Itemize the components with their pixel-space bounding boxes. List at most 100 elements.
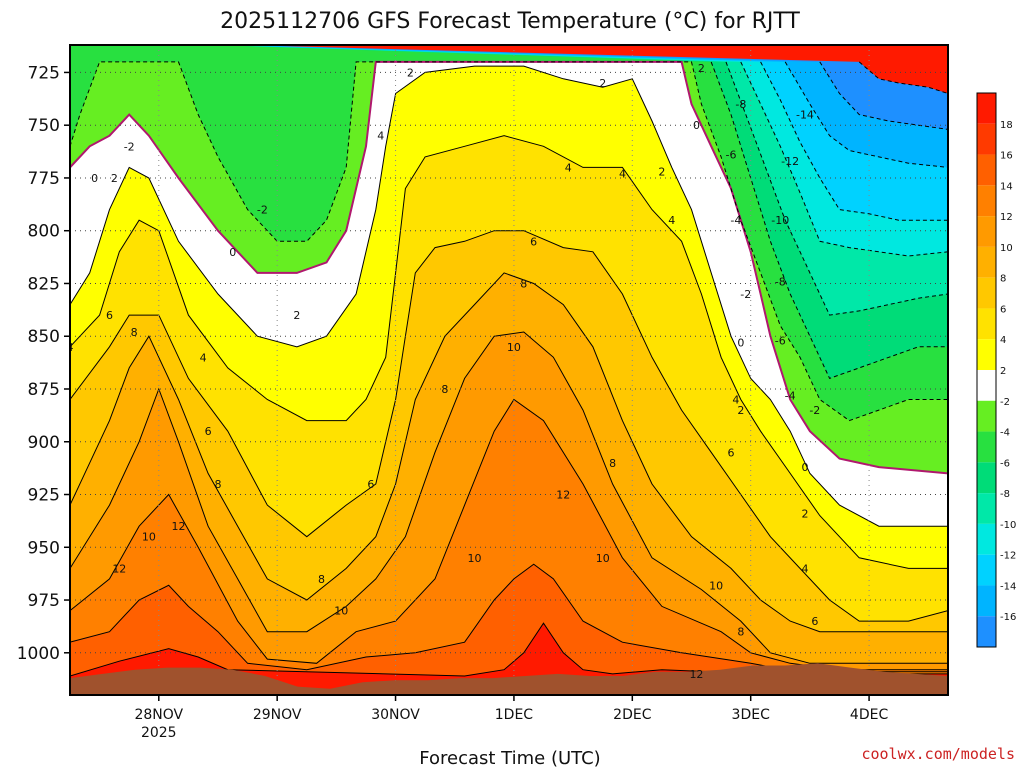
contour-label: 6 (727, 446, 734, 459)
y-tick-label: 1000 (17, 644, 60, 664)
y-tick-label: 725 (28, 63, 60, 83)
contour-line-10 (70, 331, 948, 664)
colorbar-tick-label: 16 (1000, 151, 1013, 162)
contour-label: 6 (811, 615, 818, 628)
y-tick-label: 850 (28, 327, 60, 347)
y-tick-label: 800 (28, 222, 60, 242)
contour-label: -2 (740, 288, 751, 301)
colorbar-tick-label: -16 (1000, 612, 1016, 623)
contour-line--4 (710, 61, 948, 380)
contour-label: 4 (565, 161, 572, 174)
contour-label: 0 (801, 461, 808, 474)
colorbar-tick-label: 10 (1000, 243, 1013, 254)
contour-label: 4 (668, 214, 675, 227)
x-tick-label: 1DEC (495, 707, 534, 723)
colorbar-segment (977, 462, 996, 494)
contour-line--14 (819, 61, 948, 130)
colorbar-segment (977, 523, 996, 555)
contour-label: 0 (737, 337, 744, 350)
colorbar-frame (976, 92, 997, 648)
contour-label: -10 (771, 214, 789, 227)
time-axis: 28NOV 2025 29NOV 30NOV 1DEC 2DEC 3DEC 4DEC (134, 695, 888, 741)
contour-label: -14 (796, 109, 814, 122)
temperature-band--16 (246, 45, 948, 94)
contour-label: 8 (609, 457, 616, 470)
contour-line--12 (784, 61, 948, 168)
credit-link[interactable]: coolwx.com/models (861, 745, 1015, 763)
colorbar-tick-label: 6 (1000, 304, 1006, 315)
colorbar-segment (977, 616, 996, 647)
x-tick-sublabel: 2025 (141, 725, 177, 741)
colorbar-segment (977, 370, 996, 401)
colorbar-tick-label: 4 (1000, 335, 1006, 346)
colorbar-segment (977, 554, 996, 586)
y-tick-label: 975 (28, 591, 60, 611)
colorbar-tick-label: 14 (1000, 181, 1013, 192)
contour-label: 0 (91, 172, 98, 185)
contour-label: -12 (781, 155, 799, 168)
contour-label: 2 (698, 62, 705, 75)
contour-line--8 (740, 61, 948, 257)
colorbar-tick-label: -10 (1000, 520, 1016, 531)
x-tick-label: 29NOV (253, 707, 302, 723)
contour-line-2 (70, 65, 948, 527)
contour-line-12 (70, 398, 948, 671)
contour-label: -4 (730, 214, 741, 227)
x-tick-label: 4DEC (850, 707, 889, 723)
contour-label: 4 (619, 168, 626, 181)
contour-line-16 (70, 622, 948, 677)
contour-label: 10 (334, 605, 348, 618)
x-tick-label: 30NOV (371, 707, 420, 723)
colorbar-segment (977, 123, 996, 155)
contour-label: 10 (142, 531, 156, 544)
contour-line--6 (725, 61, 948, 316)
contour-lines (70, 60, 948, 677)
contour-label: 10 (596, 552, 610, 565)
colorbar-segment (977, 308, 996, 340)
pressure-axis: 725 750 775 800 825 850 875 900 925 950 975 1000 (17, 63, 70, 664)
temperature-band--8 (219, 45, 948, 256)
contour-label: 6 (530, 235, 537, 248)
contour-label: 8 (131, 326, 138, 339)
y-tick-label: 825 (28, 274, 60, 294)
surface-terrain (70, 663, 948, 695)
contour-label: 8 (214, 478, 221, 491)
contour-label: 2 (737, 404, 744, 417)
colorbar-segment (977, 185, 996, 217)
contour-line-14 (70, 563, 948, 675)
x-axis-label: Forecast Time (UTC) (419, 748, 600, 768)
contour-label: 10 (467, 552, 481, 565)
y-tick-label: 900 (28, 433, 60, 453)
contour-line--16 (858, 61, 948, 94)
contour-label: -6 (725, 149, 736, 162)
colorbar-tick-label: -2 (1000, 397, 1010, 408)
contour-label: -4 (785, 389, 796, 402)
colorbar-segment (977, 431, 996, 463)
y-tick-label: 750 (28, 116, 60, 136)
contour-label: -2 (257, 204, 268, 217)
colorbar-segment (977, 216, 996, 247)
contour-line--10 (760, 61, 948, 221)
contour-label: 12 (112, 562, 126, 575)
plot-frame (69, 44, 949, 696)
contour-label: 4 (801, 562, 808, 575)
contour-label: 6 (106, 309, 113, 322)
contour-line-6 (70, 230, 948, 622)
contour-label: -8 (775, 275, 786, 288)
contour-label: 8 (737, 626, 744, 639)
contour-line--2 (70, 61, 948, 422)
contour-line-0 (70, 60, 948, 475)
colorbar-tick-label: -12 (1000, 551, 1016, 562)
contour-label: 12 (172, 520, 186, 533)
grid-lines (70, 45, 948, 695)
y-tick-label: 775 (28, 169, 60, 189)
colorbar-tick-label: -4 (1000, 428, 1010, 439)
contour-label: 4 (200, 351, 207, 364)
x-tick-label: 28NOV (134, 707, 183, 723)
x-tick-label: 3DEC (732, 707, 771, 723)
colorbar-tick-label: 2 (1000, 366, 1006, 377)
contour-label: 8 (441, 383, 448, 396)
y-tick-label: 925 (28, 486, 60, 506)
